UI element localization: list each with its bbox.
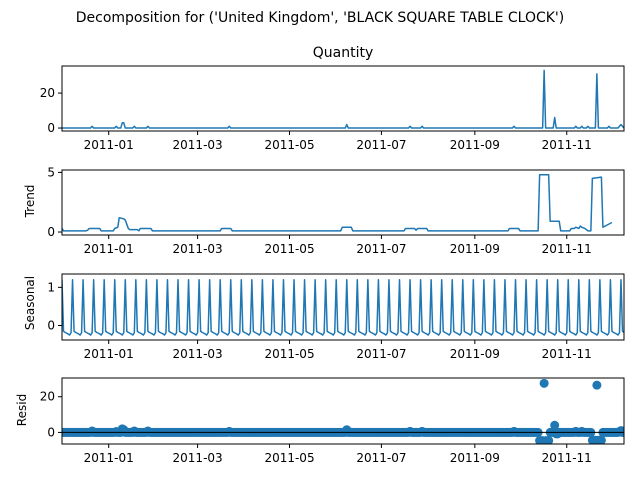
panel-seasonal-frame (61, 273, 625, 341)
x-tick-label: 2011-01 (84, 138, 134, 152)
quantity-series (62, 69, 624, 129)
y-tick-label: 1 (47, 280, 55, 294)
x-tick-label: 2011-03 (173, 347, 223, 361)
resid-point (596, 435, 606, 444)
x-tick-label: 2011-03 (173, 242, 223, 256)
x-tick-label: 2011-07 (356, 138, 406, 152)
panel-quantity-title: Quantity (313, 45, 374, 61)
x-tick-label: 2011-09 (450, 242, 500, 256)
x-tick-label: 2011-11 (542, 347, 592, 361)
y-tick-label: 0 (47, 425, 55, 439)
y-tick-label: 0 (47, 225, 55, 239)
x-tick-label: 2011-07 (356, 347, 406, 361)
y-tick-label: 0 (47, 319, 55, 333)
panel-quantity-axes: 2011-01 2011-03 2011-05 2011-07 2011-09 2011-… (40, 86, 592, 152)
x-tick-label: 2011-05 (264, 347, 314, 361)
resid-point (550, 420, 560, 430)
x-tick-label: 2011-05 (264, 138, 314, 152)
panel-seasonal: 2011-01 2011-03 2011-05 2011-07 2011-09 2011-… (23, 273, 625, 361)
panel-quantity: Quantity 2011-01 2011-03 2011-05 2011-07 201… (40, 45, 625, 152)
resid-point (539, 378, 549, 388)
x-tick-label: 2011-11 (542, 242, 592, 256)
panel-trend: 2011-01 2011-03 2011-05 2011-07 2011-09 2011-… (23, 165, 625, 256)
figure-suptitle: Decomposition for ('United Kingdom', 'BL… (76, 10, 565, 26)
x-tick-label: 2011-05 (264, 242, 314, 256)
resid-series (62, 378, 624, 444)
y-tick-label: 5 (47, 165, 55, 179)
panel-resid-frame (61, 377, 625, 445)
x-tick-label: 2011-09 (450, 347, 500, 361)
seasonal-ylabel: Seasonal (23, 276, 37, 330)
trend-series (62, 174, 613, 232)
seasonal-series (62, 278, 624, 336)
x-tick-label: 2011-03 (173, 451, 223, 465)
x-tick-label: 2011-01 (84, 451, 134, 465)
x-tick-label: 2011-09 (450, 451, 500, 465)
panel-trend-axes: 2011-01 2011-03 2011-05 2011-07 2011-09 2011-… (47, 165, 591, 256)
trend-line (62, 174, 613, 232)
x-tick-label: 2011-11 (542, 451, 592, 465)
x-tick-label: 2011-07 (356, 242, 406, 256)
x-tick-label: 2011-09 (450, 138, 500, 152)
panel-seasonal-axes: 2011-01 2011-03 2011-05 2011-07 2011-09 2011-… (47, 280, 591, 361)
resid-point (544, 436, 554, 444)
x-tick-label: 2011-01 (84, 242, 134, 256)
panel-trend-frame (61, 169, 625, 236)
resid-point (592, 380, 602, 390)
y-tick-label: 0 (47, 121, 55, 135)
seasonal-line (62, 278, 624, 336)
panel-quantity-frame (61, 65, 625, 132)
x-tick-label: 2011-01 (84, 347, 134, 361)
x-tick-label: 2011-11 (542, 138, 592, 152)
x-tick-label: 2011-05 (264, 451, 314, 465)
panel-resid-axes: 2011-01 2011-03 2011-05 2011-07 2011-09 2011-… (40, 390, 592, 465)
quantity-line (62, 69, 624, 129)
x-tick-label: 2011-07 (356, 451, 406, 465)
trend-ylabel: Trend (23, 185, 37, 219)
resid-ylabel: Resid (15, 394, 29, 426)
y-tick-label: 20 (40, 86, 55, 100)
panel-resid: 2011-01 2011-03 2011-05 2011-07 2011-09 2011-… (15, 377, 625, 465)
y-tick-label: 20 (40, 390, 55, 404)
x-tick-label: 2011-03 (173, 138, 223, 152)
